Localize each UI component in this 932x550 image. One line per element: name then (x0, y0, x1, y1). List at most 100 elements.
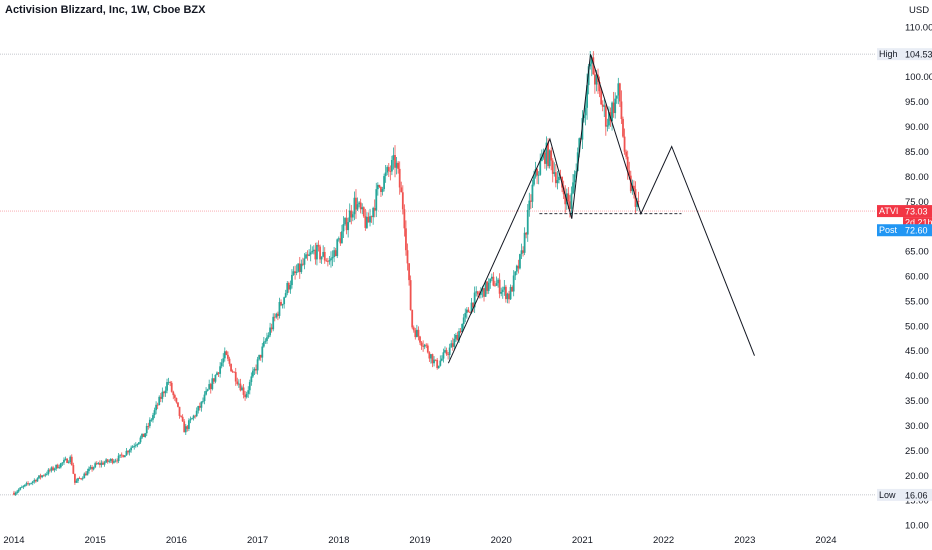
candle-body[interactable] (212, 378, 215, 382)
candle-body[interactable] (267, 335, 270, 338)
candle-body[interactable] (95, 463, 98, 465)
candle-body[interactable] (503, 286, 506, 290)
candle-body[interactable] (344, 217, 346, 225)
candle-body[interactable] (116, 460, 118, 462)
candle-body[interactable] (622, 119, 624, 137)
candle-body[interactable] (259, 354, 262, 358)
candle-body[interactable] (492, 276, 495, 286)
candle-body[interactable] (306, 254, 309, 256)
candle-body[interactable] (14, 492, 17, 495)
candle-body[interactable] (523, 232, 526, 253)
pattern-drawings[interactable] (447, 54, 755, 364)
candle-body[interactable] (372, 207, 375, 218)
candle-body[interactable] (228, 358, 231, 364)
candle-body[interactable] (150, 419, 153, 421)
candle-body[interactable] (336, 239, 339, 257)
candle-body[interactable] (600, 91, 603, 105)
candle-body[interactable] (615, 95, 618, 99)
candle-body[interactable] (487, 282, 490, 291)
candle-body[interactable] (486, 281, 489, 291)
candle-body[interactable] (317, 244, 320, 247)
candle-body[interactable] (633, 185, 635, 190)
candle-body[interactable] (103, 462, 106, 465)
candle-body[interactable] (231, 371, 234, 373)
candle-body[interactable] (100, 462, 103, 465)
candle-body[interactable] (434, 359, 437, 361)
candle-body[interactable] (534, 169, 537, 177)
candle-body[interactable] (584, 107, 587, 116)
candle-body[interactable] (526, 209, 529, 235)
candle-body[interactable] (248, 382, 251, 391)
candle-body[interactable] (330, 258, 332, 261)
projection-path[interactable] (447, 54, 755, 364)
candle-body[interactable] (517, 265, 520, 269)
candle-body[interactable] (198, 406, 201, 408)
candle-body[interactable] (461, 323, 464, 333)
candle-body[interactable] (508, 293, 510, 300)
candle-body[interactable] (392, 155, 395, 160)
candle-body[interactable] (27, 483, 29, 484)
candle-body[interactable] (266, 337, 268, 341)
candle-body[interactable] (69, 456, 72, 463)
candle-body[interactable] (470, 302, 473, 313)
candle-body[interactable] (169, 382, 172, 383)
candle-body[interactable] (284, 293, 287, 298)
candle-body[interactable] (483, 288, 485, 297)
candle-body[interactable] (316, 244, 318, 260)
candle-body[interactable] (158, 396, 161, 406)
candle-body[interactable] (106, 459, 109, 462)
candle-body[interactable] (141, 433, 143, 438)
candle-body[interactable] (618, 83, 621, 102)
candle-body[interactable] (269, 327, 271, 336)
candle-body[interactable] (390, 159, 393, 172)
candle-body[interactable] (547, 142, 549, 167)
candle-body[interactable] (511, 287, 514, 292)
candle-body[interactable] (292, 271, 295, 275)
candle-body[interactable] (397, 162, 400, 169)
candle-body[interactable] (326, 261, 329, 263)
candle-body[interactable] (378, 184, 381, 187)
candle-body[interactable] (347, 222, 350, 231)
candle-body[interactable] (603, 105, 606, 107)
candle-body[interactable] (186, 426, 189, 429)
candle-body[interactable] (49, 469, 51, 471)
candle-body[interactable] (147, 426, 150, 427)
candle-body[interactable] (202, 401, 204, 402)
candle-body[interactable] (556, 179, 559, 184)
candle-body[interactable] (419, 336, 421, 343)
candle-body[interactable] (608, 112, 610, 126)
candle-body[interactable] (214, 374, 217, 382)
candle-body[interactable] (572, 182, 574, 194)
candle-body[interactable] (309, 252, 312, 255)
candle-body[interactable] (22, 486, 25, 488)
candle-body[interactable] (98, 463, 101, 465)
candle-body[interactable] (400, 187, 403, 193)
candle-body[interactable] (239, 383, 242, 391)
candle-body[interactable] (166, 382, 168, 391)
candle-body[interactable] (88, 468, 90, 472)
candle-body[interactable] (145, 426, 148, 434)
candle-body[interactable] (278, 302, 281, 316)
candle-body[interactable] (72, 465, 75, 474)
candle-body[interactable] (295, 271, 298, 273)
candle-body[interactable] (277, 313, 279, 316)
candle-body[interactable] (376, 184, 379, 190)
candle-body[interactable] (545, 142, 548, 164)
candle-body[interactable] (136, 443, 139, 446)
candle-body[interactable] (163, 391, 165, 394)
candle-body[interactable] (234, 372, 237, 382)
candle-body[interactable] (219, 366, 222, 374)
candle-body[interactable] (241, 387, 243, 391)
candle-body[interactable] (262, 341, 265, 347)
candle-body[interactable] (398, 168, 401, 188)
candle-body[interactable] (144, 433, 147, 437)
candle-body[interactable] (28, 483, 31, 485)
candle-body[interactable] (133, 446, 136, 447)
candle-body[interactable] (225, 351, 228, 355)
candle-body[interactable] (170, 382, 173, 392)
candle-body[interactable] (620, 101, 623, 120)
candle-body[interactable] (286, 282, 289, 294)
candle-body[interactable] (125, 450, 128, 456)
candle-body[interactable] (467, 309, 470, 313)
